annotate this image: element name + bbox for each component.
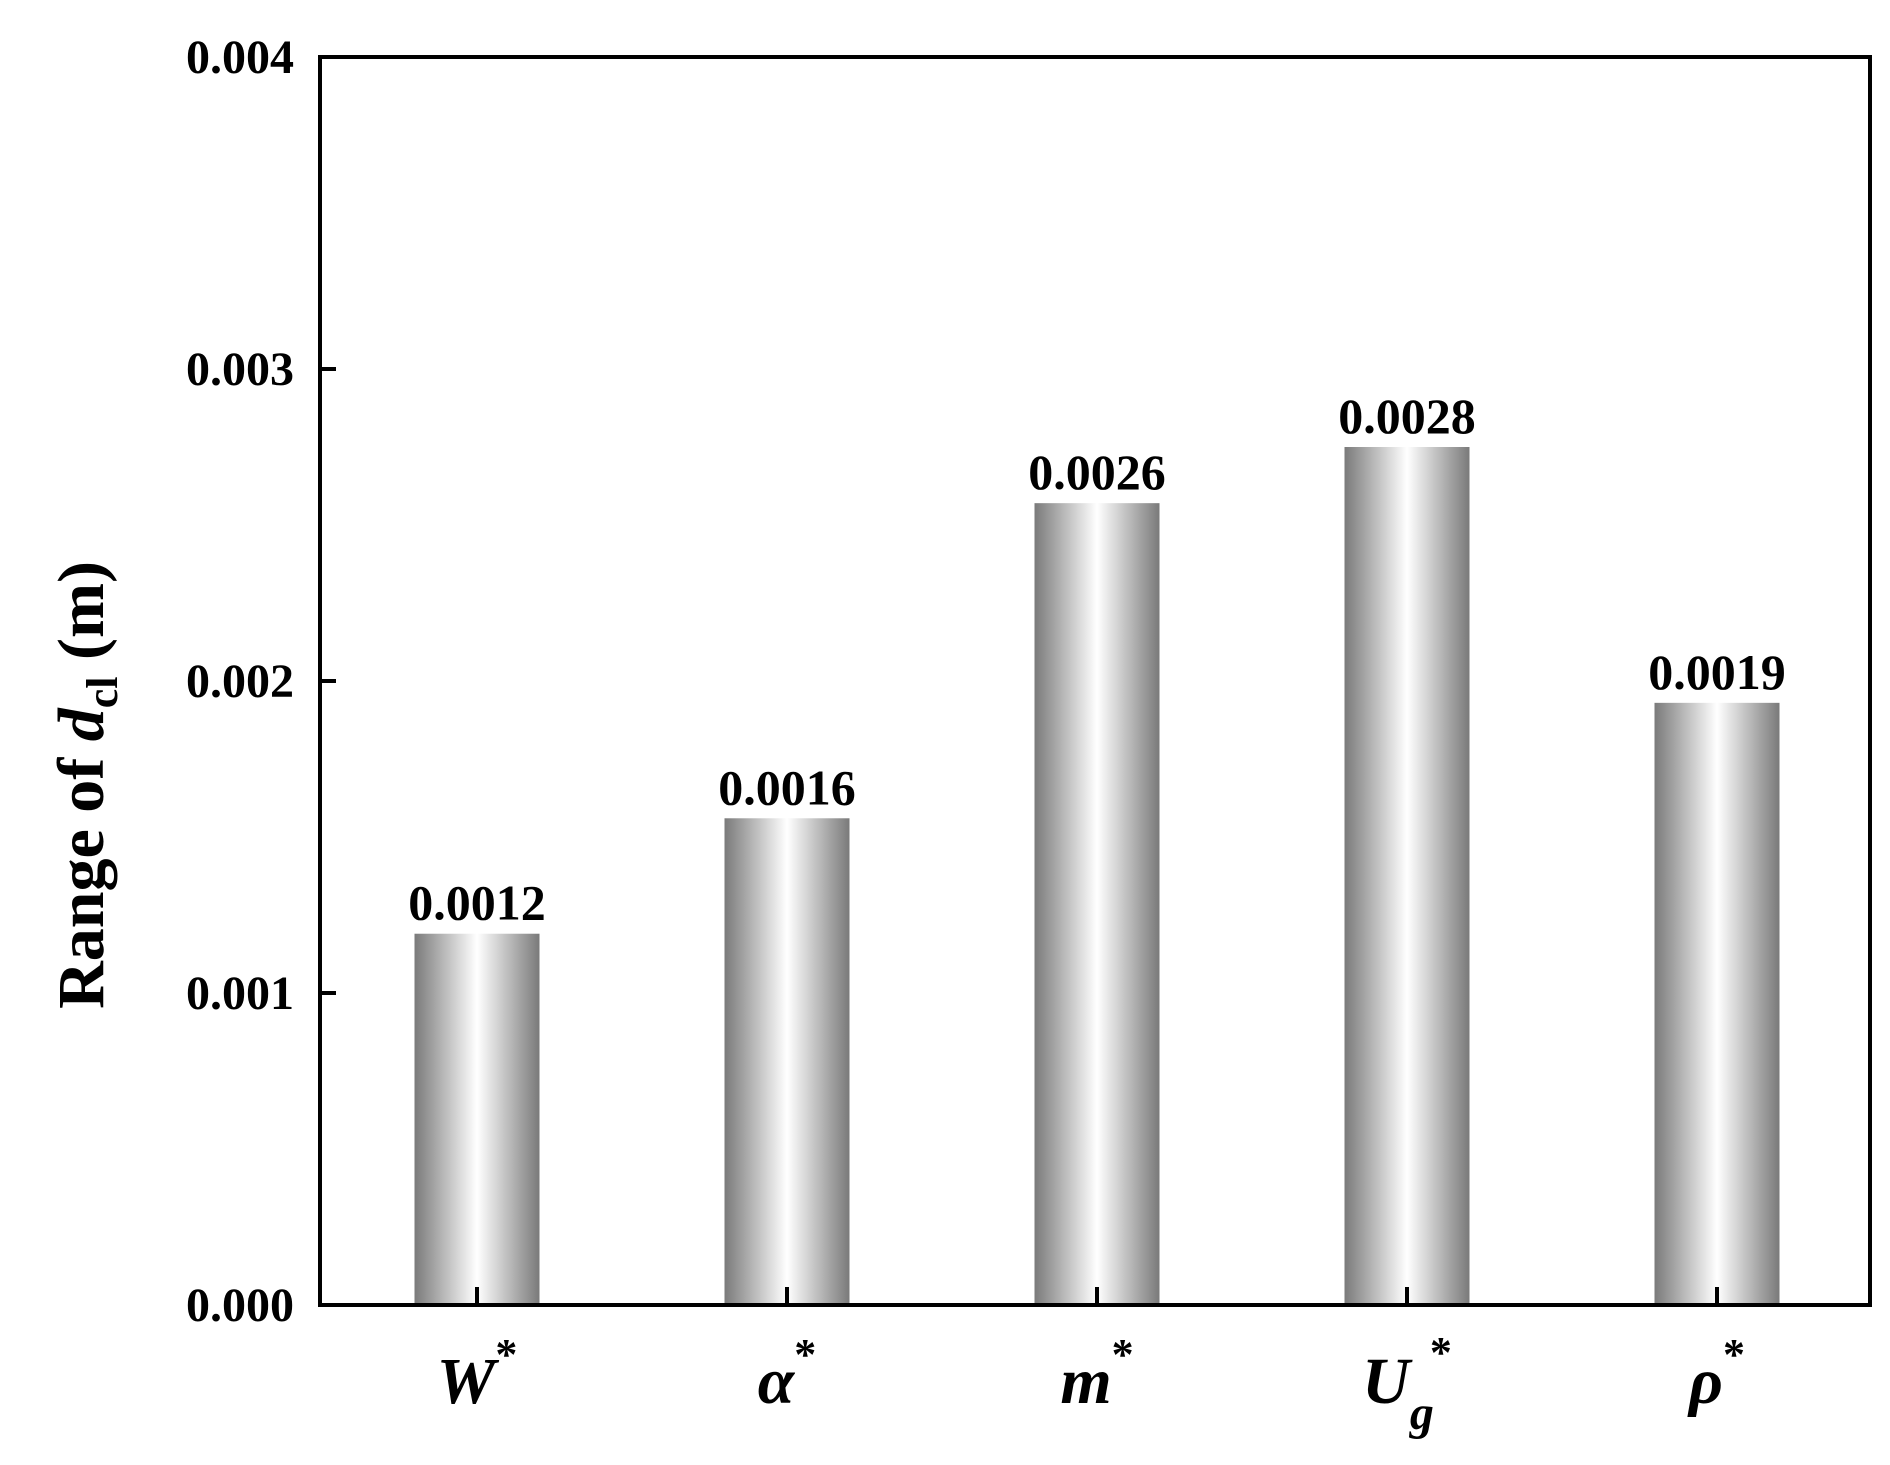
x-tick-label: m* [1060, 1330, 1133, 1418]
x-tick-label-base: U [1362, 1345, 1413, 1418]
y-axis-label-prefix: Range of [45, 741, 118, 1009]
x-tick-label: W* [437, 1330, 518, 1418]
x-tick-label-sup: * [495, 1330, 517, 1379]
x-tick-label-sup: * [794, 1330, 816, 1379]
x-tick-label-sup: * [1723, 1330, 1745, 1379]
y-axis-label-sub: cl [78, 677, 127, 709]
data-label: 0.0026 [1028, 444, 1166, 500]
x-tick-label-base: ρ [1687, 1345, 1723, 1418]
y-axis-label-suffix: (m) [45, 561, 118, 676]
bar [1034, 503, 1160, 1305]
y-tick-label: 0.004 [186, 31, 294, 84]
y-axis-label-var: d [45, 707, 118, 741]
bar [724, 818, 850, 1305]
x-tick-label-base: α [758, 1345, 796, 1418]
data-label: 0.0028 [1338, 388, 1476, 444]
data-label: 0.0012 [408, 875, 546, 931]
y-tick-label: 0.000 [186, 1279, 294, 1332]
bar [414, 933, 540, 1305]
y-tick-label: 0.003 [186, 343, 294, 396]
x-tick-label: α* [758, 1330, 817, 1418]
bar [1654, 702, 1780, 1305]
x-tick-label: ρ* [1687, 1330, 1745, 1418]
y-tick-label: 0.001 [186, 967, 294, 1020]
data-label: 0.0016 [718, 759, 856, 815]
x-tick-label-sub: g [1409, 1387, 1434, 1440]
x-tick-label-sup: * [1112, 1330, 1134, 1379]
bar [1344, 447, 1470, 1305]
y-tick-label: 0.002 [186, 655, 294, 708]
x-tick-label-base: W [437, 1345, 500, 1418]
y-axis-label: Range of dcl (m) [45, 561, 127, 1009]
x-tick-label-base: m [1060, 1345, 1111, 1418]
x-tick-label-sup: * [1430, 1328, 1452, 1377]
x-tick-label: Ug * [1362, 1328, 1452, 1440]
data-label: 0.0019 [1648, 644, 1786, 700]
